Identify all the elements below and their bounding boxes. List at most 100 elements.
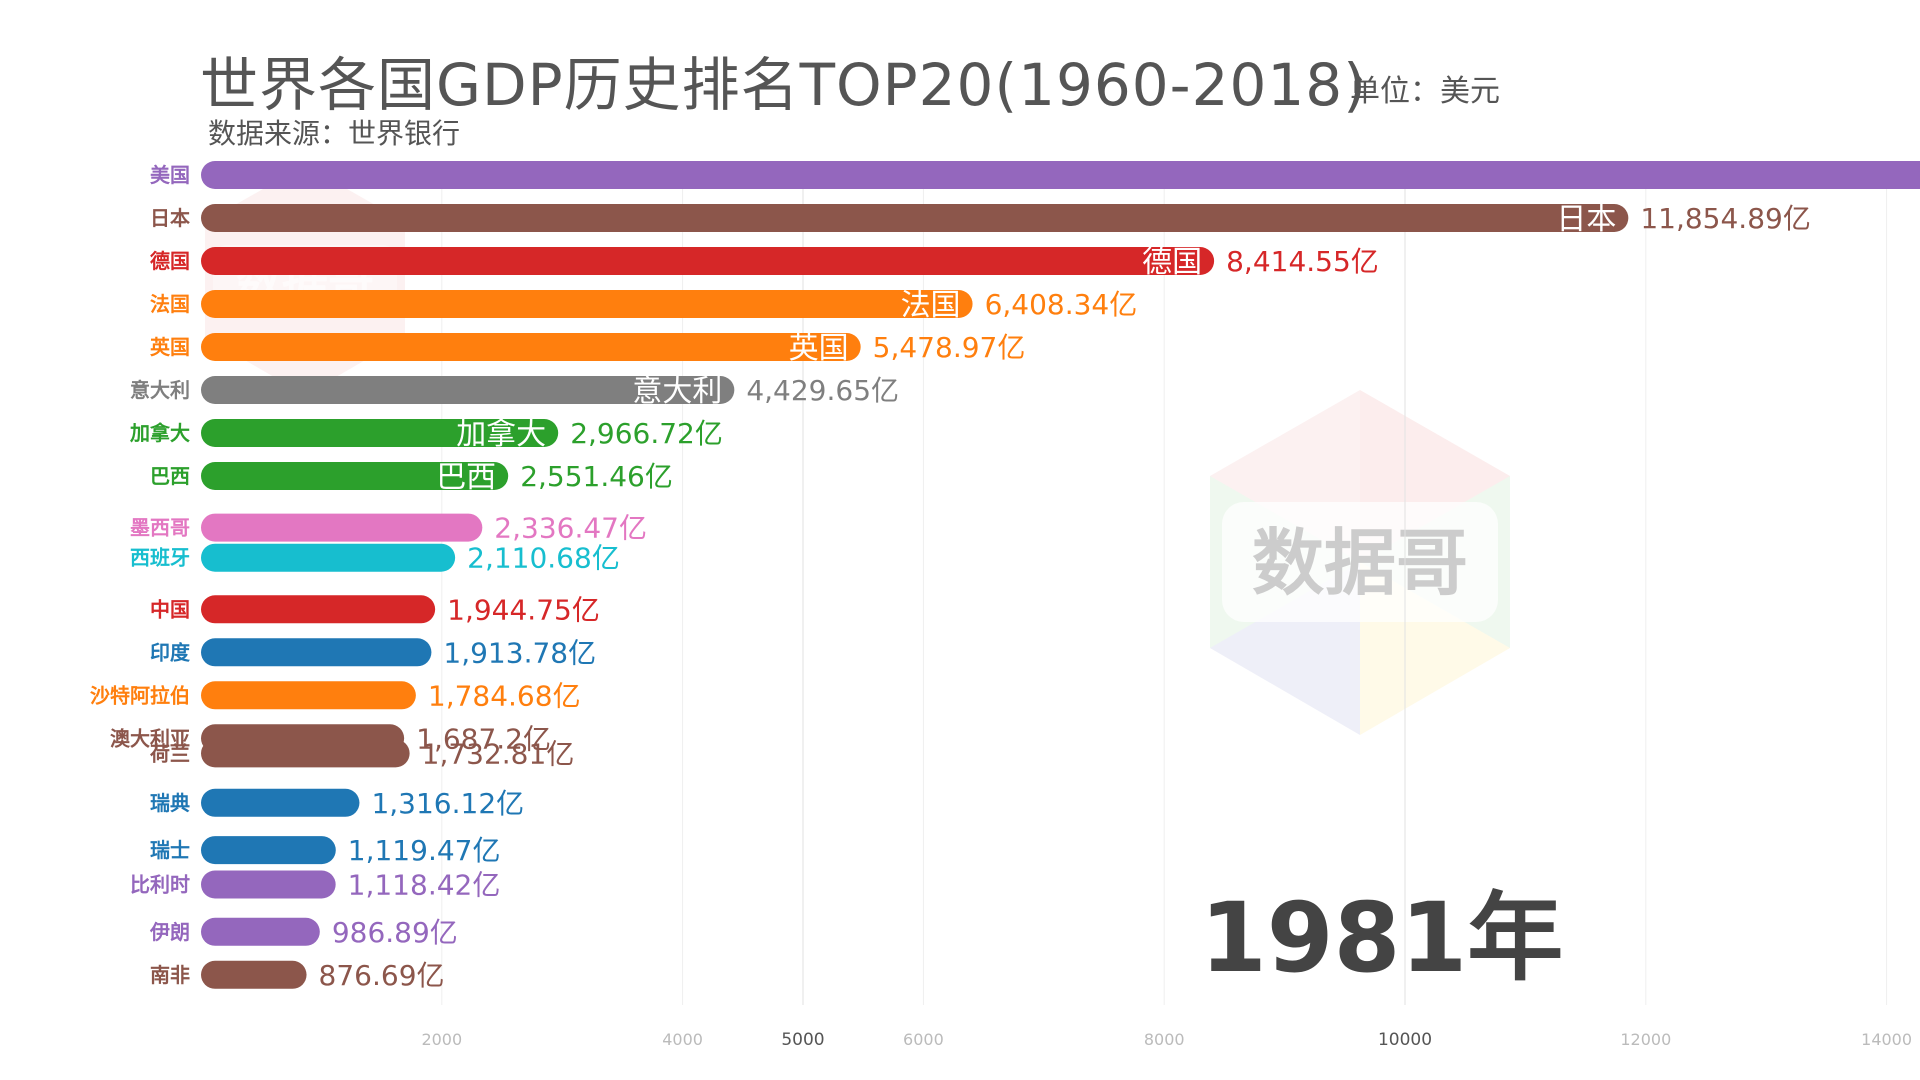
bar xyxy=(201,543,456,572)
value-label: 1,732.81亿 xyxy=(422,737,575,770)
category-label: 瑞士 xyxy=(150,838,190,862)
value-label: 2,551.46亿 xyxy=(520,460,673,493)
x-tick-label: 12000 xyxy=(1620,1030,1671,1049)
bar xyxy=(201,376,735,404)
category-label: 瑞典 xyxy=(150,791,190,815)
bar-group: 日本 日本 11,854.89亿 xyxy=(150,202,1811,237)
x-tick-label: 4000 xyxy=(662,1030,703,1049)
category-label: 加拿大 xyxy=(129,421,190,445)
bar xyxy=(201,290,973,318)
bar xyxy=(201,595,436,624)
bar-group: 瑞士 1,119.47亿 xyxy=(150,834,500,867)
bar-inner-label: 英国 xyxy=(789,331,849,366)
year-label: 1981年 xyxy=(1200,882,1564,994)
bar xyxy=(201,788,360,817)
bar-group: 英国 英国 5,478.97亿 xyxy=(150,331,1025,366)
bar xyxy=(201,638,432,667)
x-tick-label: 8000 xyxy=(1144,1030,1185,1049)
value-label: 1,944.75亿 xyxy=(447,593,600,626)
category-label: 美国 xyxy=(150,163,190,187)
bar-inner-label: 德国 xyxy=(1142,245,1202,280)
watermark-text-plate xyxy=(1222,502,1498,622)
category-label: 法国 xyxy=(150,292,190,316)
bar xyxy=(201,870,336,899)
value-label: 1,316.12亿 xyxy=(371,787,524,820)
bar xyxy=(201,247,1215,275)
value-label: 876.69亿 xyxy=(319,959,445,992)
x-tick-label: 10000 xyxy=(1378,1030,1432,1050)
value-label: 986.89亿 xyxy=(332,916,458,949)
watermark-logo-large: 数据哥 xyxy=(1210,390,1510,735)
bar xyxy=(201,836,336,865)
bar xyxy=(201,333,861,361)
category-label: 伊朗 xyxy=(149,920,190,944)
value-label: 5,478.97亿 xyxy=(873,331,1026,364)
bar-group: 巴西 巴西 2,551.46亿 xyxy=(150,460,673,495)
x-tick-label: 14000 xyxy=(1861,1030,1912,1049)
bar-group: 法国 法国 6,408.34亿 xyxy=(150,288,1137,323)
value-label: 1,784.68亿 xyxy=(428,679,581,712)
bar-group: 沙特阿拉伯 1,784.68亿 xyxy=(90,679,581,712)
bar xyxy=(201,462,509,490)
bar-group: 美国美国31,039.11亿 xyxy=(150,161,1920,189)
value-label: 1,687.2亿 xyxy=(416,722,551,755)
category-label: 西班牙 xyxy=(130,546,190,570)
bar-inner-label: 加拿大 xyxy=(456,417,546,452)
watermark-text: 数据哥 xyxy=(1252,521,1468,605)
bar-group: 印度 1,913.78亿 xyxy=(150,636,596,669)
bar xyxy=(201,917,320,946)
category-label: 墨西哥 xyxy=(130,516,190,540)
bar-group: 意大利 意大利 4,429.65亿 xyxy=(130,374,899,409)
category-label: 澳大利亚 xyxy=(110,726,190,750)
bar-inner-label: 法国 xyxy=(901,288,961,323)
category-label: 比利时 xyxy=(130,873,190,897)
category-label: 南非 xyxy=(150,963,190,987)
category-label: 中国 xyxy=(150,597,190,621)
bar-group: 比利时 1,118.42亿 xyxy=(130,869,500,902)
category-label: 德国 xyxy=(150,249,190,273)
bar-group: 瑞典 1,316.12亿 xyxy=(150,787,524,820)
bar-group: 加拿大 加拿大 2,966.72亿 xyxy=(129,417,723,452)
bar-group: 德国 德国 8,414.55亿 xyxy=(150,245,1379,280)
x-tick-label: 6000 xyxy=(903,1030,944,1049)
bar xyxy=(201,681,416,710)
bar-group: 伊朗 986.89亿 xyxy=(149,916,458,949)
value-label: 2,336.47亿 xyxy=(494,512,647,545)
category-label: 英国 xyxy=(150,335,190,359)
bar-group: 荷兰 1,732.81亿 xyxy=(150,737,574,770)
value-label: 6,408.34亿 xyxy=(985,288,1138,321)
bar-group: 西班牙 2,110.68亿 xyxy=(130,542,620,575)
x-axis-ticks: 2000400050006000800010000120001400015000… xyxy=(421,1030,1912,1050)
category-label: 印度 xyxy=(150,640,191,664)
bar-group: 南非 876.69亿 xyxy=(150,959,445,992)
value-label: 2,110.68亿 xyxy=(467,542,620,575)
bar-group: 墨西哥 2,336.47亿 xyxy=(130,512,647,545)
bar xyxy=(201,161,1920,189)
source-label: 数据来源：世界银行 xyxy=(208,117,461,150)
category-label: 日本 xyxy=(150,206,190,230)
bar-inner-label: 日本 xyxy=(1556,202,1616,237)
value-label: 11,854.89亿 xyxy=(1640,202,1811,235)
x-tick-label: 5000 xyxy=(781,1030,824,1050)
value-label: 1,119.47亿 xyxy=(348,834,501,867)
category-label: 沙特阿拉伯 xyxy=(90,683,190,707)
bar-inner-label: 意大利 xyxy=(632,374,722,409)
bar xyxy=(201,204,1629,232)
category-label: 荷兰 xyxy=(150,741,190,765)
bar-inner-label: 巴西 xyxy=(436,460,496,495)
value-label: 1,118.42亿 xyxy=(348,869,501,902)
category-label: 巴西 xyxy=(150,464,190,488)
bar xyxy=(201,739,410,768)
chart-title: 世界各国GDP历史排名TOP20(1960-2018) xyxy=(200,51,1367,119)
category-label: 意大利 xyxy=(130,378,190,402)
bar xyxy=(201,513,483,542)
value-label: 4,429.65亿 xyxy=(746,374,899,407)
value-label: 2,966.72亿 xyxy=(570,417,723,450)
bar-group: 中国 1,944.75亿 xyxy=(150,593,600,626)
unit-label: 单位：美元 xyxy=(1350,74,1500,109)
value-label: 8,414.55亿 xyxy=(1226,245,1379,278)
bar xyxy=(201,419,559,447)
x-tick-label: 2000 xyxy=(421,1030,462,1049)
